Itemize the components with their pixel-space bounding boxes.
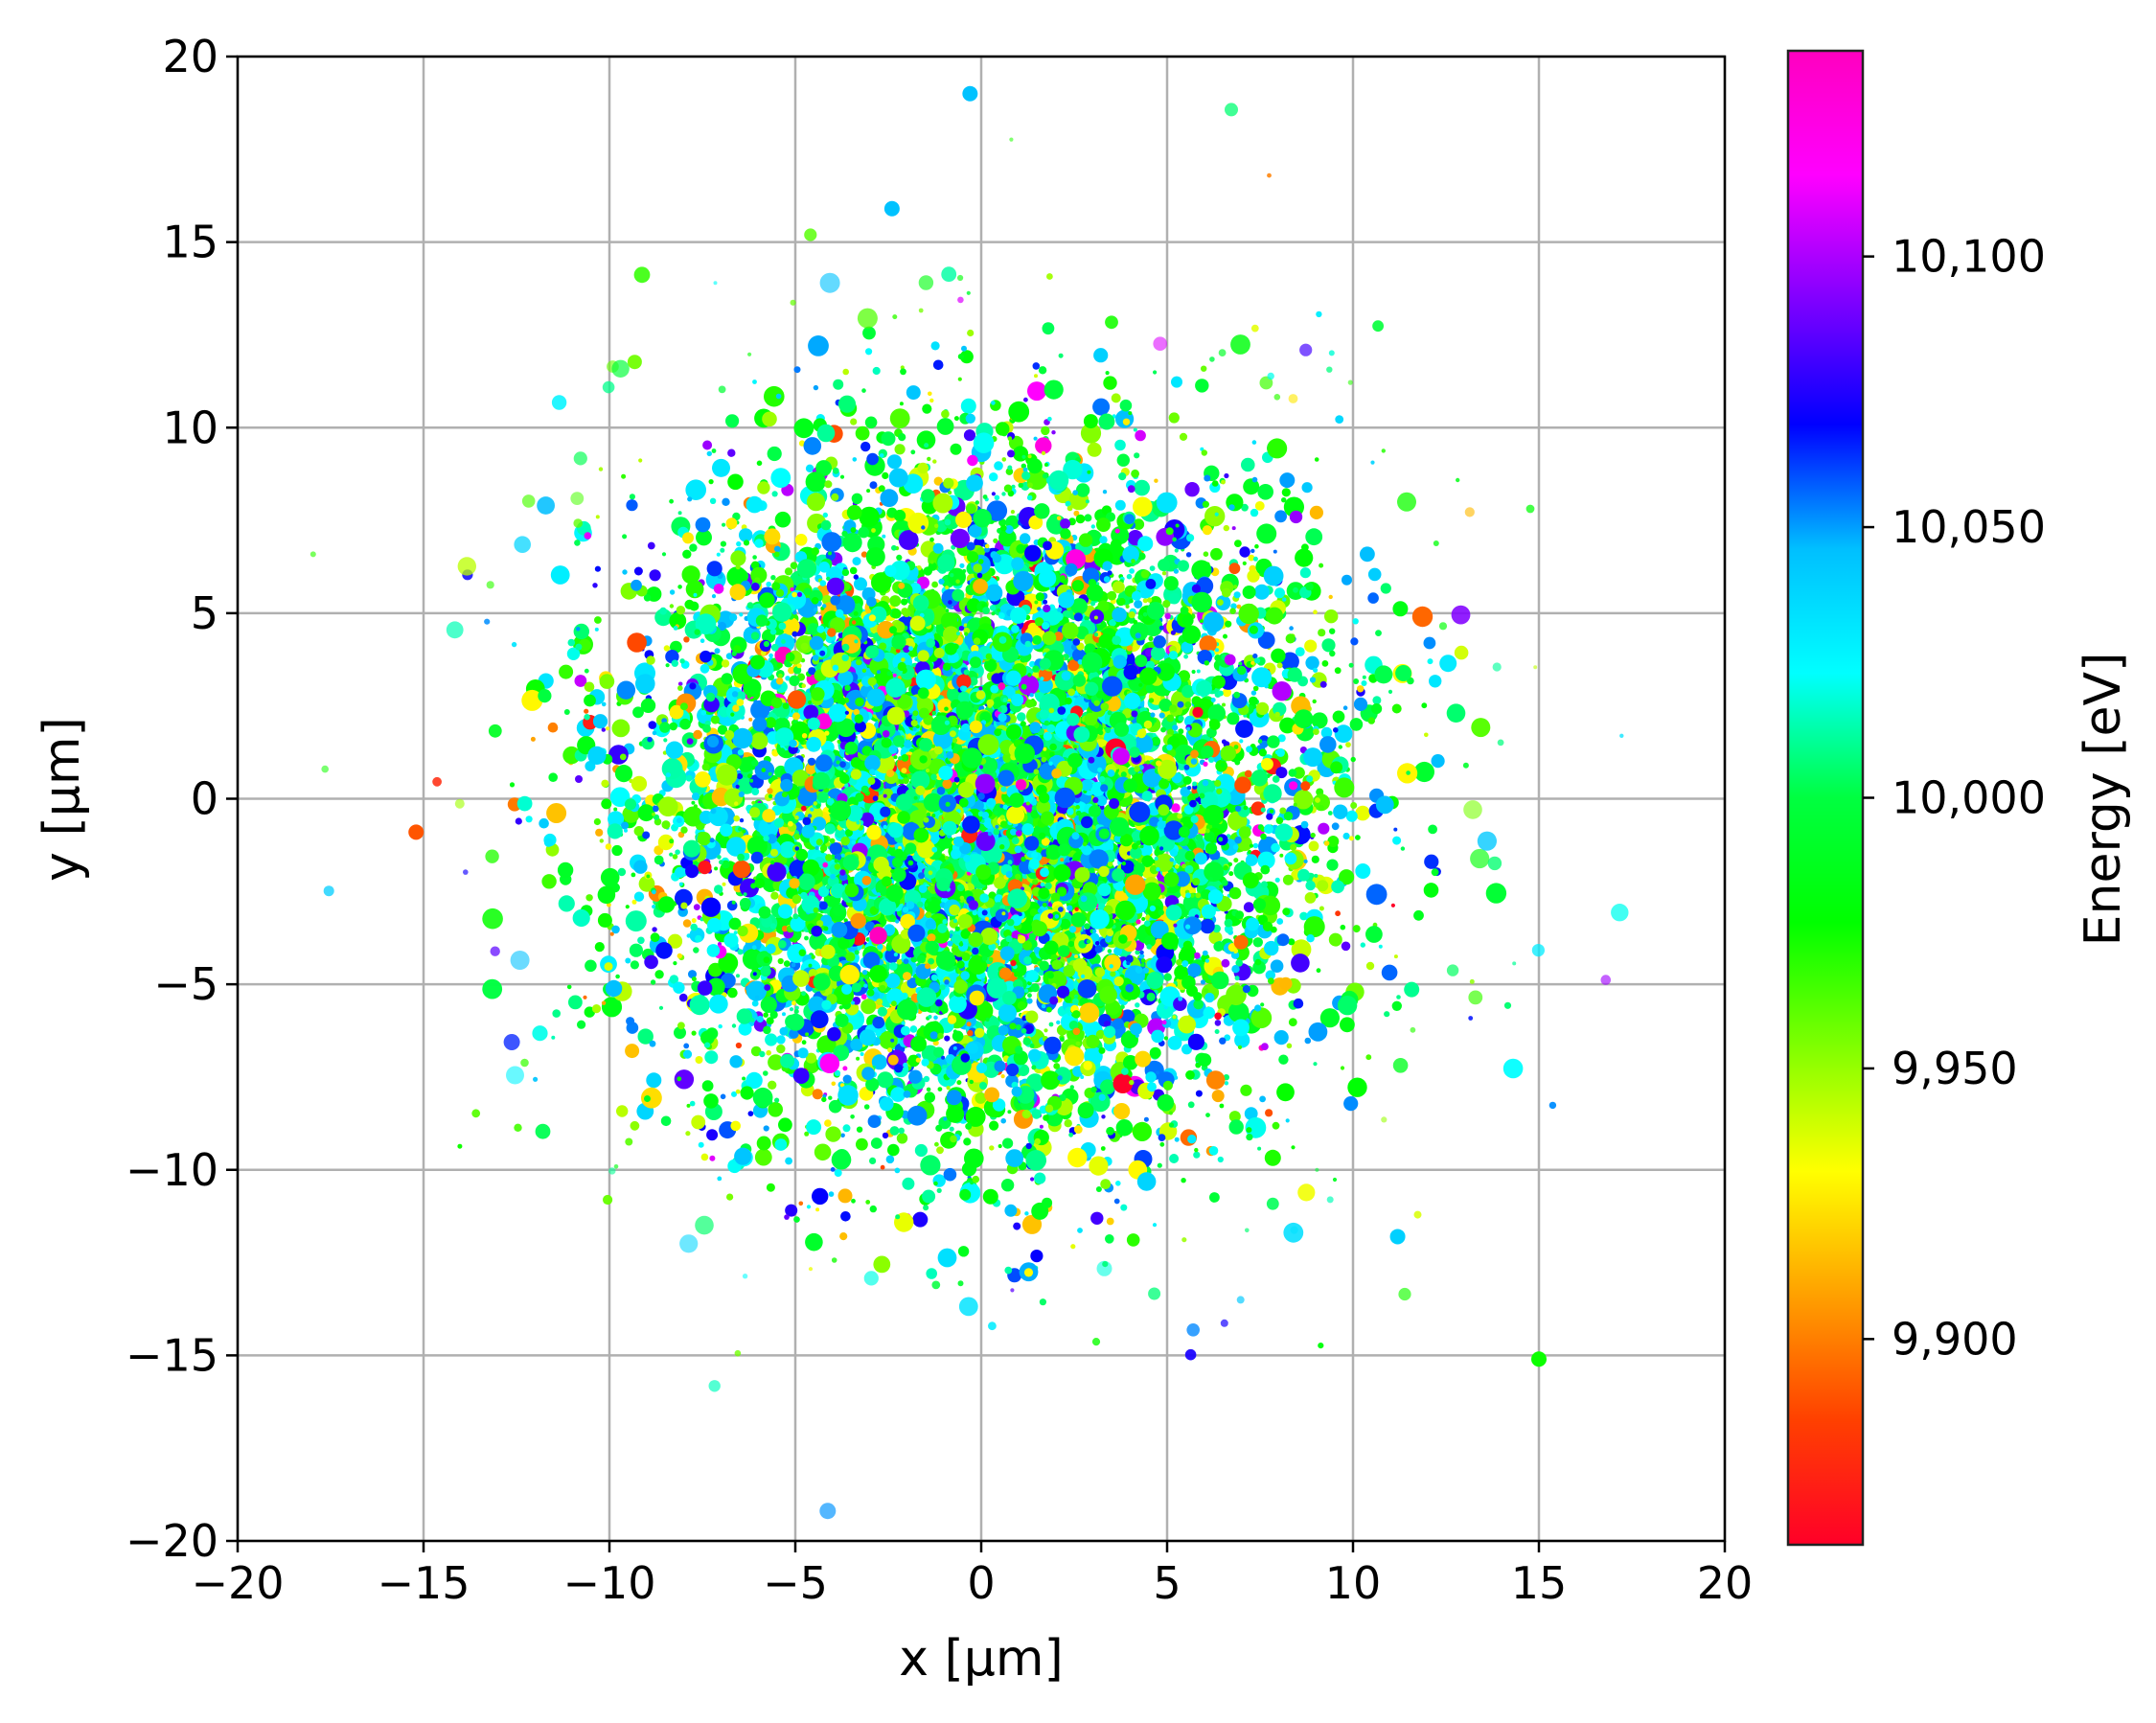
y-tick-label: −20 xyxy=(126,1515,218,1567)
colorbar: 10,100 10,050 10,000 9,950 9,900 Energy [eV] xyxy=(1788,51,2132,1545)
colorbar-label: Energy [eV] xyxy=(2075,653,2132,947)
y-axis-ticks: 20 15 10 5 0 −5 −10 −15 −20 xyxy=(126,31,238,1567)
y-tick-label: 15 xyxy=(162,217,218,268)
x-tick-label: 5 xyxy=(1153,1557,1181,1609)
data-point xyxy=(408,824,424,839)
data-point xyxy=(1531,1351,1547,1367)
y-tick-label: 5 xyxy=(191,587,218,639)
y-tick-label: 20 xyxy=(162,31,218,82)
x-tick-label: 20 xyxy=(1697,1557,1754,1609)
y-axis-title: y [µm] xyxy=(34,717,91,882)
data-point xyxy=(1390,1229,1406,1244)
colorbar-tick-label: 9,950 xyxy=(1892,1043,2018,1094)
colorbar-tick-label: 10,000 xyxy=(1892,772,2046,824)
y-tick-label: −15 xyxy=(126,1329,218,1381)
x-tick-label: 10 xyxy=(1325,1557,1382,1609)
x-tick-label: 0 xyxy=(967,1557,995,1609)
y-tick-label: 0 xyxy=(191,773,218,825)
x-tick-label: −5 xyxy=(763,1557,828,1609)
x-tick-label: −15 xyxy=(377,1557,470,1609)
colorbar-tick-label: 10,050 xyxy=(1892,501,2046,553)
data-point xyxy=(884,201,900,217)
colorbar-gradient xyxy=(1788,51,1863,1545)
x-tick-label: 15 xyxy=(1511,1557,1568,1609)
x-axis-title: x [µm] xyxy=(899,1630,1064,1688)
colorbar-tick-label: 9,900 xyxy=(1892,1313,2018,1365)
colorbar-tick-label: 10,100 xyxy=(1892,231,2046,283)
colorbar-ticks: 10,100 10,050 10,000 9,950 9,900 xyxy=(1863,231,2046,1366)
y-tick-label: −10 xyxy=(126,1144,218,1196)
x-tick-label: −10 xyxy=(562,1557,655,1609)
y-tick-label: −5 xyxy=(153,958,218,1010)
y-tick-label: 10 xyxy=(162,402,218,453)
data-point xyxy=(962,86,977,102)
plot-area: −20 −15 −10 −5 0 5 10 15 20 20 15 10 5 0 −5 −10 −15 −20 xyxy=(126,31,1753,1609)
